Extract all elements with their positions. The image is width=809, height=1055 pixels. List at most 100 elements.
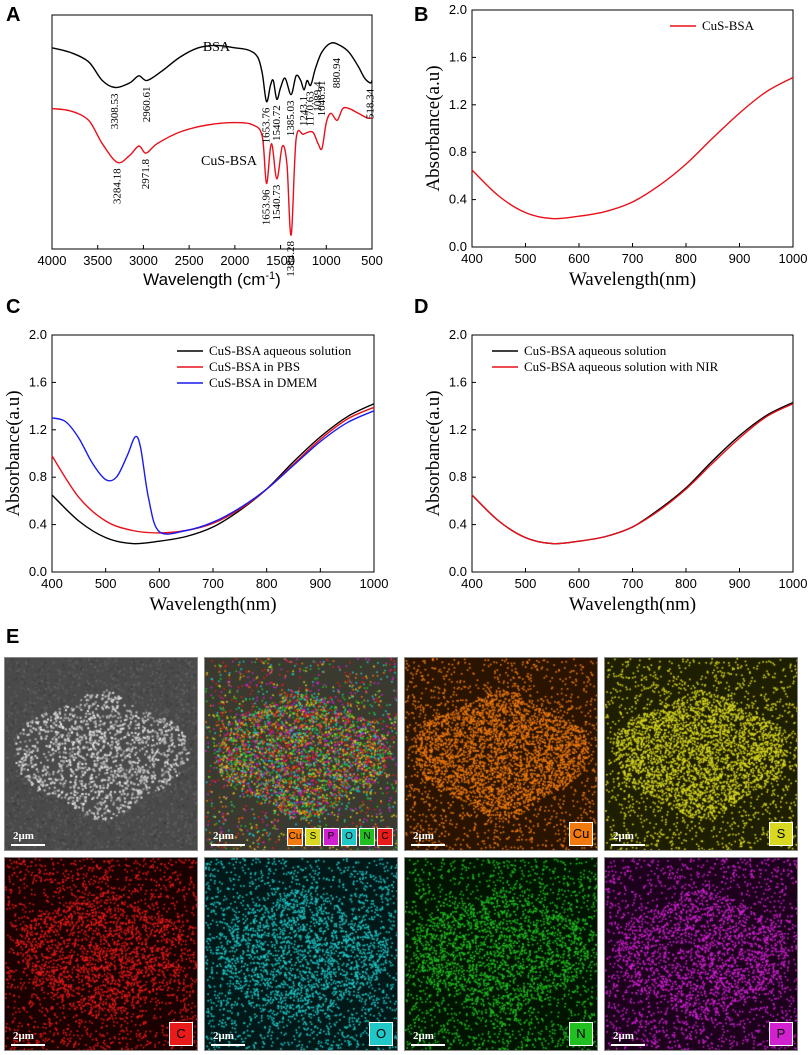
element-badge: P [769, 1022, 793, 1046]
scale-bar [211, 1044, 245, 1046]
y-tick-label: 0.0 [29, 564, 47, 579]
element-legend-item: C [377, 828, 393, 846]
x-tick-label: 400 [461, 251, 483, 266]
y-tick-label: 1.6 [449, 49, 467, 64]
element-legend-item: O [341, 828, 357, 846]
element-badge: Cu [569, 822, 593, 846]
scale-bar [611, 844, 645, 846]
edx-tile-mix: 2μm Cu S P O N C [204, 657, 398, 851]
x-tick-label: 1000 [779, 576, 808, 591]
y-tick-label: 1.6 [449, 374, 467, 389]
chart-d: 400 500 600 700 800 900 1000 0.0 0.4 0.8 1.2 1.6 2.0… [423, 327, 807, 615]
peak-label-bsa: 1170.63 [305, 91, 317, 127]
element-badge: S [769, 822, 793, 846]
x-tick-label: 400 [461, 576, 483, 591]
series-line-bsa [51, 42, 373, 103]
panel-label-e: E [6, 626, 20, 648]
edx-tile-sem: 2μm [4, 657, 198, 851]
panel-label-c: C [6, 296, 21, 318]
series-label-cus-bsa: CuS-BSA [201, 154, 258, 169]
element-badge: C [169, 1022, 193, 1046]
edx-map-image [205, 658, 397, 850]
x-tick-label: 3000 [129, 253, 158, 268]
scale-bar [611, 1044, 645, 1046]
y-axis-label: Absorbance(a.u) [423, 65, 444, 191]
edx-map-image [5, 658, 197, 850]
series-line-cus-bsa-in-pbs [51, 406, 375, 534]
peak-label-cus-bsa: 1384.28 [285, 240, 297, 276]
x-tick-label: 900 [729, 251, 751, 266]
scale-label: 2μm [413, 830, 434, 842]
peak-label-bsa: 1385.03 [285, 100, 297, 136]
edx-map-image [405, 658, 597, 850]
legend-label: CuS-BSA in DMEM [209, 375, 318, 390]
scale-label: 2μm [613, 1030, 634, 1042]
chart-a: 4000 3500 3000 2500 2000 1500 1000 500 Wavelengt… [38, 14, 383, 289]
series-label-bsa: BSA [203, 40, 231, 55]
x-tick-label: 1000 [779, 251, 808, 266]
edx-map-image [205, 858, 397, 1050]
x-tick-label: 700 [202, 576, 224, 591]
x-axis-label: Wavelength (cm-1) [143, 270, 281, 289]
series-line-cus-bsa [471, 76, 794, 220]
peak-label-bsa: 3308.53 [109, 93, 121, 129]
y-tick-label: 1.6 [29, 374, 47, 389]
series-line-cus-bsa-aqueous-solution [471, 401, 794, 545]
plot-frame [471, 9, 794, 248]
x-tick-label: 400 [41, 576, 63, 591]
legend-label: CuS-BSA aqueous solution [524, 343, 667, 358]
scale-label: 2μm [413, 1030, 434, 1042]
x-tick-label: 500 [515, 576, 537, 591]
x-tick-label: 3500 [83, 253, 112, 268]
peak-label-cus-bsa: 2971.8 [140, 159, 152, 190]
x-tick-label: 1000 [360, 576, 389, 591]
edx-tile-o: 2μm O [204, 857, 398, 1051]
plot-frame [51, 14, 373, 250]
peak-label-cus-bsa: 1046.91 [316, 81, 328, 117]
edx-tile-n: 2μm N [404, 857, 598, 1051]
legend-label: CuS-BSA in PBS [209, 359, 300, 374]
legend-label: CuS-BSA aqueous solution [209, 343, 352, 358]
y-tick-label: 2.0 [449, 2, 467, 17]
x-tick-label: 1500 [266, 253, 295, 268]
peak-label-bsa: 2960.61 [141, 87, 153, 123]
legend-label: CuS-BSA [702, 18, 755, 33]
scale-bar [211, 844, 245, 846]
y-axis-label: Absorbance(a.u) [3, 390, 24, 516]
edx-map-image [605, 658, 797, 850]
series-line-cus-bsa-aqueous-solution [51, 403, 375, 545]
x-tick-label: 900 [309, 576, 331, 591]
x-tick-label: 800 [675, 576, 697, 591]
y-tick-label: 0.8 [449, 144, 467, 159]
peak-label-bsa: 1243.1 [298, 96, 310, 126]
y-tick-label: 0.8 [29, 469, 47, 484]
x-tick-label: 800 [256, 576, 278, 591]
charts-canvas: 4000 3500 3000 2500 2000 1500 1000 500 Wavelengt… [3, 2, 807, 615]
scale-label: 2μm [213, 830, 234, 842]
edx-tile-c: 2μm C [4, 857, 198, 1051]
element-badge: O [369, 1022, 393, 1046]
y-axis-label: Absorbance(a.u) [423, 390, 444, 516]
edx-map-image [605, 858, 797, 1050]
element-legend-item: S [305, 828, 321, 846]
chart-b: 400 500 600 700 800 900 1000 0.0 0.4 0.8 1.2 1.6 2.0… [423, 2, 807, 290]
y-tick-label: 1.2 [29, 422, 47, 437]
x-tick-label: 500 [515, 251, 537, 266]
y-tick-label: 0.4 [29, 517, 47, 532]
y-tick-label: 0.4 [449, 517, 467, 532]
y-tick-label: 1.2 [449, 97, 467, 112]
x-tick-label: 1000 [312, 253, 341, 268]
y-tick-label: 1.2 [449, 422, 467, 437]
y-tick-label: 2.0 [449, 327, 467, 342]
series-line-cus-bsa-aqueous-solution-with-nir [471, 403, 794, 545]
element-legend-item: P [323, 828, 339, 846]
y-tick-label: 2.0 [29, 327, 47, 342]
x-tick-label: 500 [361, 253, 383, 268]
scale-label: 2μm [613, 830, 634, 842]
peak-label-bsa: 1653.76 [261, 107, 273, 143]
element-badge: N [569, 1022, 593, 1046]
edx-tile-p: 2μm P [604, 857, 798, 1051]
panel-label-a: A [6, 4, 21, 26]
scale-label: 2μm [13, 1030, 34, 1042]
scale-bar [11, 844, 45, 846]
